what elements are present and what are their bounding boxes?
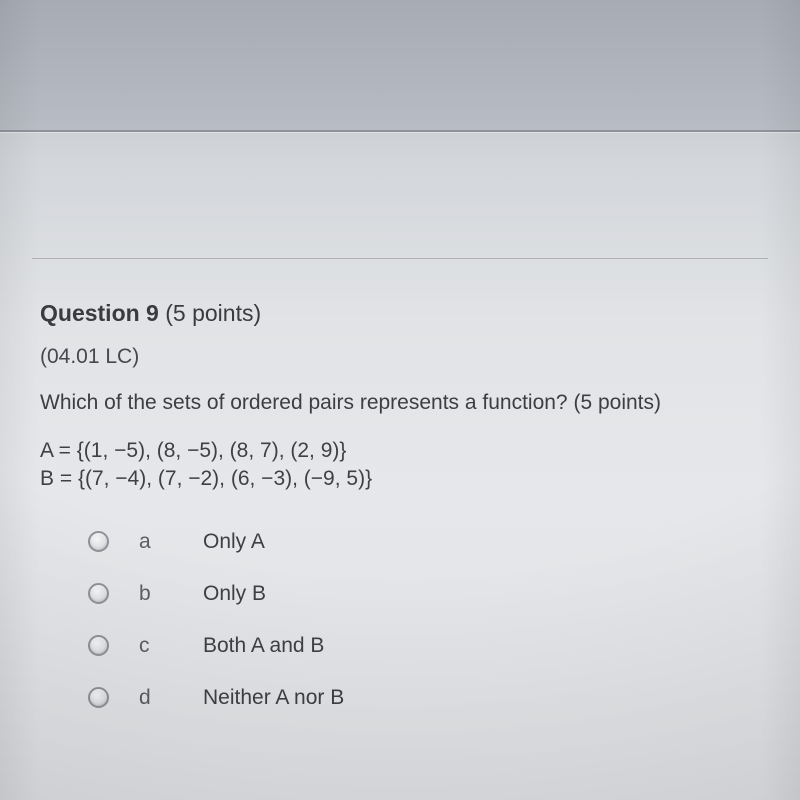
option-letter: d xyxy=(139,686,203,710)
option-text: Only A xyxy=(203,530,265,554)
header-divider xyxy=(0,130,800,133)
section-divider xyxy=(32,258,768,259)
question-points: (5 points) xyxy=(165,300,261,326)
option-row[interactable]: b Only B xyxy=(88,582,760,606)
option-text: Only B xyxy=(203,582,266,606)
question-number: Question 9 xyxy=(40,300,159,326)
question-prompt: Which of the sets of ordered pairs repre… xyxy=(40,391,760,415)
question-panel: Question 9 (5 points) (04.01 LC) Which o… xyxy=(40,300,760,738)
radio-icon[interactable] xyxy=(88,687,109,708)
question-code: (04.01 LC) xyxy=(40,345,760,369)
radio-icon[interactable] xyxy=(88,583,109,604)
options-list: a Only A b Only B c Both A and B d Neith… xyxy=(88,530,760,710)
option-row[interactable]: a Only A xyxy=(88,530,760,554)
radio-icon[interactable] xyxy=(88,635,109,656)
option-letter: b xyxy=(139,582,203,606)
question-header: Question 9 (5 points) xyxy=(40,300,760,327)
set-a-text: A = {(1, −5), (8, −5), (8, 7), (2, 9)} xyxy=(40,437,760,465)
option-text: Both A and B xyxy=(203,634,324,658)
browser-chrome-shadow xyxy=(0,0,800,130)
option-row[interactable]: d Neither A nor B xyxy=(88,686,760,710)
radio-icon[interactable] xyxy=(88,531,109,552)
question-sets: A = {(1, −5), (8, −5), (8, 7), (2, 9)} B… xyxy=(40,437,760,494)
option-letter: a xyxy=(139,530,203,554)
set-b-text: B = {(7, −4), (7, −2), (6, −3), (−9, 5)} xyxy=(40,465,760,493)
option-text: Neither A nor B xyxy=(203,686,344,710)
option-letter: c xyxy=(139,634,203,658)
option-row[interactable]: c Both A and B xyxy=(88,634,760,658)
